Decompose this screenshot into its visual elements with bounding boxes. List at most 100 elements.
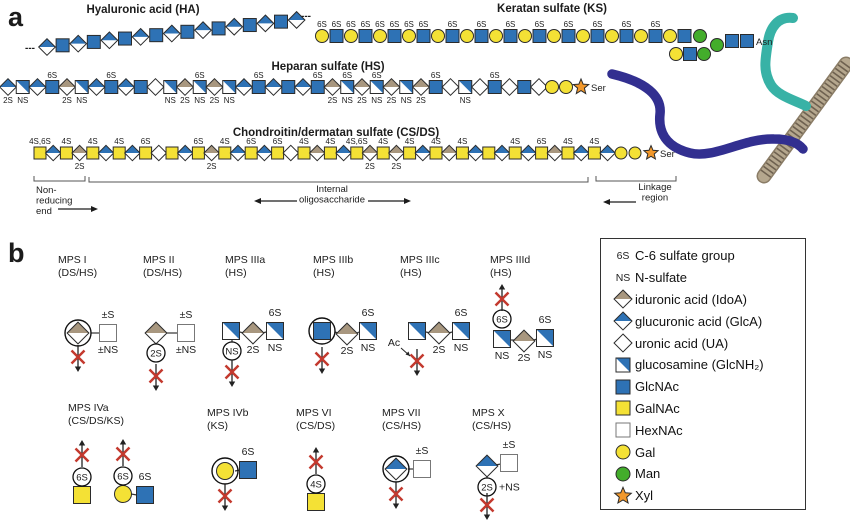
sq-half-icon xyxy=(611,355,635,375)
mps-name: MPS VI xyxy=(296,407,332,419)
sulfate-label: 6S xyxy=(361,20,371,29)
mps-subtype: (CS/DS/KS) xyxy=(68,415,124,427)
legend-box: 6S C-6 sulfate group NS N-sulfate iduronic a… xyxy=(600,238,806,510)
sulfate-label: 6S xyxy=(535,20,545,29)
attachment-residue-label: Ser xyxy=(591,83,606,94)
sulfate-label: NS xyxy=(401,96,412,105)
c-green-icon xyxy=(611,464,635,484)
sulfate-label: 6S xyxy=(490,71,500,80)
circled-sulfate-label: 2S xyxy=(150,349,162,360)
chain-title-csds: Chondroitin/dermatan sulfate (CS/DS) xyxy=(233,127,440,139)
note-label: Ac xyxy=(388,337,400,349)
legend-item: NS N-sulfate xyxy=(611,267,805,289)
sulfate-label: 2S xyxy=(207,162,217,171)
sulfate-label: 2S xyxy=(341,345,354,357)
sulfate-label: 6S xyxy=(342,71,352,80)
sulfate-label: ±NS xyxy=(98,344,118,356)
region-bracket xyxy=(595,176,677,182)
mps-name: MPS IIIc xyxy=(400,254,440,266)
sulfate-label: 6S xyxy=(346,20,356,29)
sulfate-label: NS xyxy=(460,96,471,105)
sulfate-label: 2S xyxy=(180,96,190,105)
sulfate-label: 4S xyxy=(563,137,573,146)
sulfate-label: NS xyxy=(17,96,28,105)
legend-label: iduronic acid (IdoA) xyxy=(635,291,747,307)
legend-item: HexNAc xyxy=(611,419,805,441)
sulfate-label: 4S xyxy=(431,137,441,146)
sulfate-label: 4S xyxy=(458,137,468,146)
sulfate-label: ±S xyxy=(180,309,193,321)
legend-item: GlcNAc xyxy=(611,376,805,398)
circled-sulfate xyxy=(306,474,326,494)
region-label-line: oligosaccharide xyxy=(299,195,365,206)
region-label-line: region xyxy=(642,193,668,204)
mps-item-mps-vii: MPS VII(CS/HS) ±S xyxy=(382,407,431,509)
sulfate-label: 6S xyxy=(622,20,632,29)
sulfate-label: 2S xyxy=(328,96,338,105)
mps-name: MPS IVa xyxy=(68,402,109,414)
sq-white-icon xyxy=(611,420,635,440)
sulfate-label: NS xyxy=(361,342,376,354)
legend-item: iduronic acid (IdoA) xyxy=(611,289,805,311)
enzyme-block-x-icon xyxy=(479,497,495,513)
mps-item-mps-ivb: MPS IVb(KS) 6S xyxy=(207,407,257,511)
enzyme-block-x-icon xyxy=(148,368,164,384)
chain-title-ks: Keratan sulfate (KS) xyxy=(497,3,607,15)
circled-sulfate-label: 6S xyxy=(117,472,129,483)
panel-b-label: b xyxy=(8,238,25,268)
sulfate-label: 6S xyxy=(254,71,264,80)
sulfate-label: 2S xyxy=(392,162,402,171)
sulfate-label: 2S xyxy=(3,96,13,105)
mps-item-mps-iiia: MPS IIIa(HS) 2S 6S NS NS xyxy=(222,254,284,387)
region-label-line: Linkage xyxy=(638,182,671,193)
sulfate-label: 2S xyxy=(75,162,85,171)
mps-name: MPS IIId xyxy=(490,254,530,266)
sulfate-label: 6S xyxy=(651,20,661,29)
mps-subtype: (KS) xyxy=(207,420,228,432)
sulfate-label: 6S xyxy=(455,307,468,319)
circled-sulfate-label: 6S xyxy=(496,315,508,326)
enzyme-target-circle xyxy=(308,317,336,345)
sulfate-label: 2S xyxy=(365,162,375,171)
legend-item: GalNAc xyxy=(611,398,805,420)
sulfate-label: 6S xyxy=(273,137,283,146)
mps-subtype: (HS) xyxy=(225,267,247,279)
mps-item-mps-vi: MPS VI(CS/DS) 4S xyxy=(296,407,335,511)
star-icon xyxy=(611,485,635,506)
sulfate-label: 6S xyxy=(593,20,603,29)
sulfate-label: NS xyxy=(194,96,205,105)
sulfate-label: 4S xyxy=(114,137,124,146)
sulfate-label: 6S xyxy=(246,137,256,146)
region-label-line: reducing xyxy=(36,196,72,207)
legend-item: Gal xyxy=(611,441,805,463)
mps-item-mps-iiic: MPS IIIc(HS) 2S 6S NS Ac xyxy=(388,254,470,376)
sulfate-label: 6S xyxy=(448,20,458,29)
legend-label: GlcNAc xyxy=(635,379,680,395)
sulfate-label: 6S xyxy=(431,71,441,80)
mps-item-mps-iva: MPS IVa(CS/DS/KS) 6S 6S 6S xyxy=(68,402,154,504)
sulfate-label: 6S xyxy=(106,71,116,80)
region-bracket xyxy=(33,176,86,182)
mps-name: MPS IIIa xyxy=(225,254,265,266)
sulfate-label: 2S xyxy=(518,352,531,364)
enzyme-block-x-icon xyxy=(70,349,86,365)
sulfate-label: 6S xyxy=(362,307,375,319)
sulfate-label: 6S xyxy=(332,20,342,29)
legend-label: C-6 sulfate group xyxy=(635,248,735,264)
chain-terminus-dashes: --- xyxy=(25,43,35,54)
sulfate-label: 4S xyxy=(590,137,600,146)
sulfate-label: 4S xyxy=(378,137,388,146)
mps-item-mps-iiid: MPS IIId(HS) NS 2S 6S NS 6S xyxy=(490,254,554,364)
sulfate-label: 6S xyxy=(539,314,552,326)
sulfate-label: 4S xyxy=(405,137,415,146)
sulfate-label: 6S xyxy=(195,71,205,80)
d-white-icon xyxy=(611,333,635,353)
sulfate-label: 4S xyxy=(88,137,98,146)
sq-yellow-icon xyxy=(611,398,635,418)
d-tan-icon xyxy=(611,289,635,310)
panel-a-label: a xyxy=(8,2,24,32)
sulfate-label: 4S xyxy=(220,137,230,146)
sulfate-label: 4S xyxy=(326,137,336,146)
